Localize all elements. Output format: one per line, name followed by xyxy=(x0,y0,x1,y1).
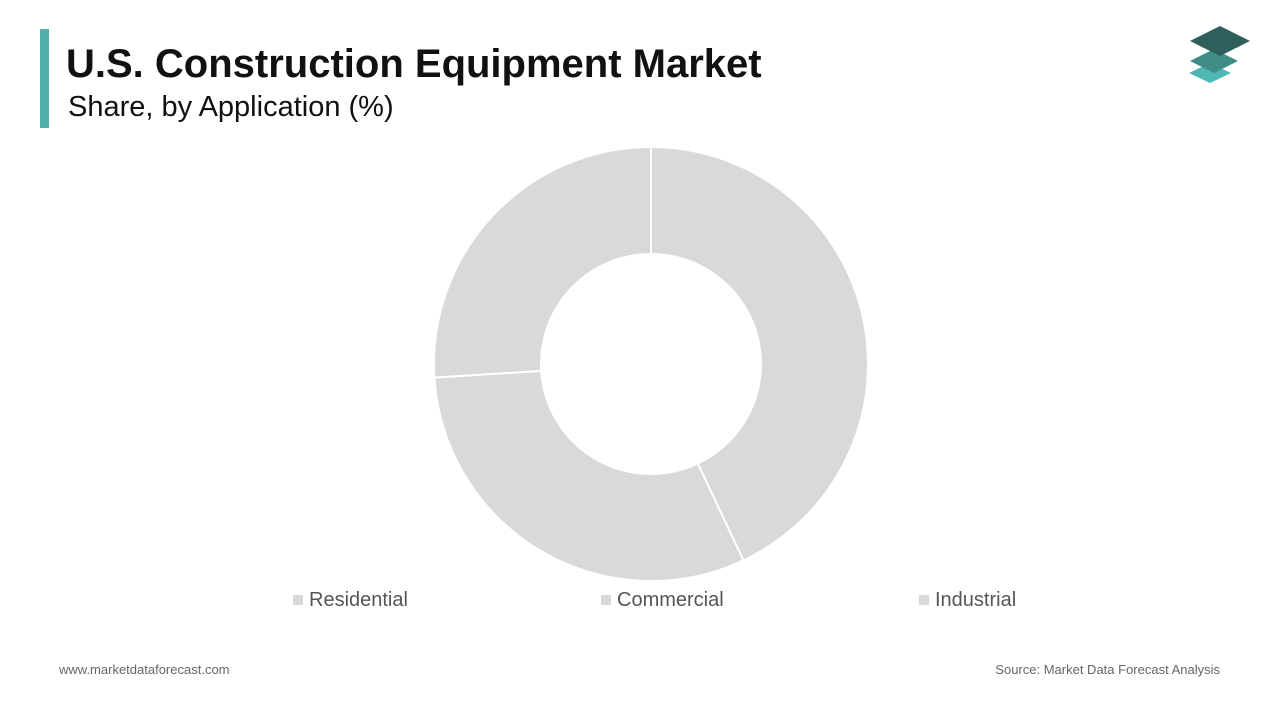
legend-item-commercial: Commercial xyxy=(601,588,724,612)
legend-item-industrial: Industrial xyxy=(919,588,1016,612)
donut-slice-industrial xyxy=(433,145,652,379)
donut-slice-commercial xyxy=(433,369,745,582)
legend-swatch xyxy=(601,595,611,605)
legend-swatch xyxy=(919,595,929,605)
donut-slices xyxy=(433,145,869,582)
logo-layer-middle xyxy=(1190,49,1238,73)
legend-swatch xyxy=(293,595,303,605)
chart-subtitle: Share, by Application (%) xyxy=(68,91,394,123)
logo-layer-top xyxy=(1190,26,1250,56)
legend-item-residential: Residential xyxy=(293,588,408,612)
legend-label: Industrial xyxy=(935,588,1017,611)
legend-label: Commercial xyxy=(617,588,724,611)
source-footer: Source: Market Data Forecast Analysis xyxy=(995,662,1220,677)
donut-slice-residential xyxy=(650,145,869,562)
website-footer: www.marketdataforecast.com xyxy=(59,662,230,677)
chart-title: U.S. Construction Equipment Market xyxy=(66,42,762,86)
legend-label: Residential xyxy=(309,588,408,611)
stacked-layers-logo-icon xyxy=(1189,26,1250,83)
title-accent-bar xyxy=(40,29,49,128)
